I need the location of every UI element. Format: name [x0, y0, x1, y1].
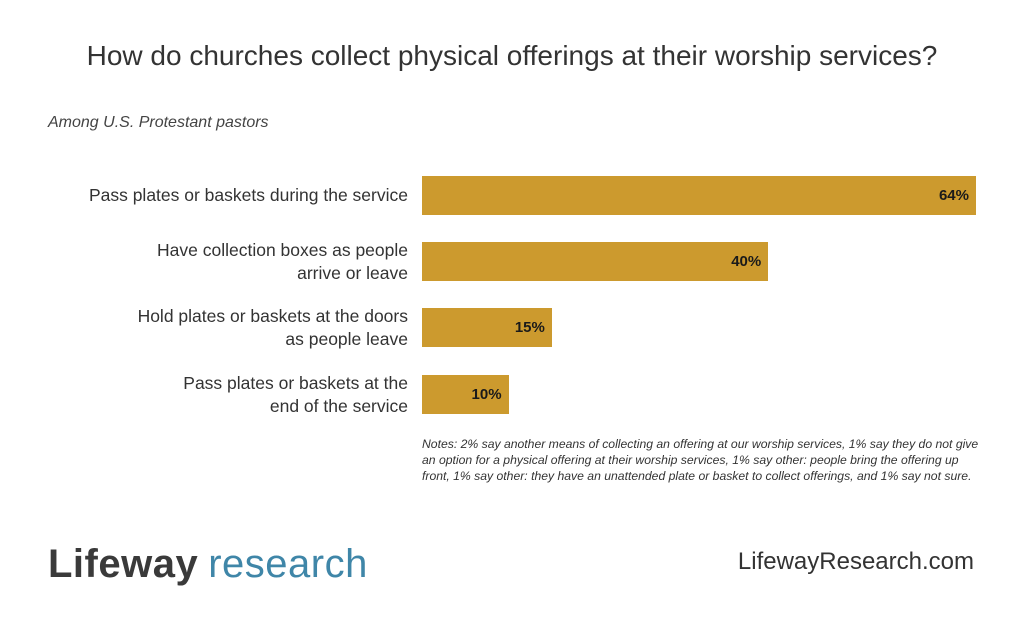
- category-label: Pass plates or baskets during the servic…: [28, 184, 408, 207]
- lifeway-research-logo: Lifeway research: [48, 540, 368, 588]
- category-label-line: Hold plates or baskets at the doors: [137, 305, 408, 326]
- bar-value-label: 64%: [938, 187, 969, 204]
- chart-subtitle: Among U.S. Protestant pastors: [48, 114, 269, 131]
- category-label-line: arrive or leave: [297, 262, 408, 283]
- category-label-line: Have collection boxes as people: [157, 239, 408, 260]
- category-label-line: Pass plates or baskets at the: [183, 372, 408, 393]
- category-label-line: end of the service: [269, 395, 408, 416]
- category-label-line: Pass plates or baskets during the servic…: [88, 185, 408, 205]
- category-label: Pass plates or baskets at the end of the …: [28, 372, 408, 418]
- chart-title: How do churches collect physical offerin…: [86, 40, 938, 71]
- category-label-line: as people leave: [285, 328, 408, 349]
- chart-notes: Notes: 2% say another means of collectin…: [422, 437, 979, 483]
- website-link[interactable]: LifewayResearch.com: [737, 548, 974, 575]
- logo-wordmark-lifeway: Lifeway: [48, 542, 199, 586]
- logo-wordmark-research: research: [208, 542, 368, 586]
- bar: 15%: [422, 308, 552, 347]
- bar-value-label: 10%: [471, 386, 502, 403]
- bar-value-label: 15%: [514, 319, 545, 336]
- bar: 10%: [422, 375, 509, 414]
- category-label: Have collection boxes as people arrive or…: [28, 239, 408, 285]
- bar: 64%: [422, 176, 976, 215]
- bar: 40%: [422, 242, 769, 281]
- category-label: Hold plates or baskets at the doors as pe…: [28, 305, 408, 351]
- bar-value-label: 40%: [731, 253, 762, 270]
